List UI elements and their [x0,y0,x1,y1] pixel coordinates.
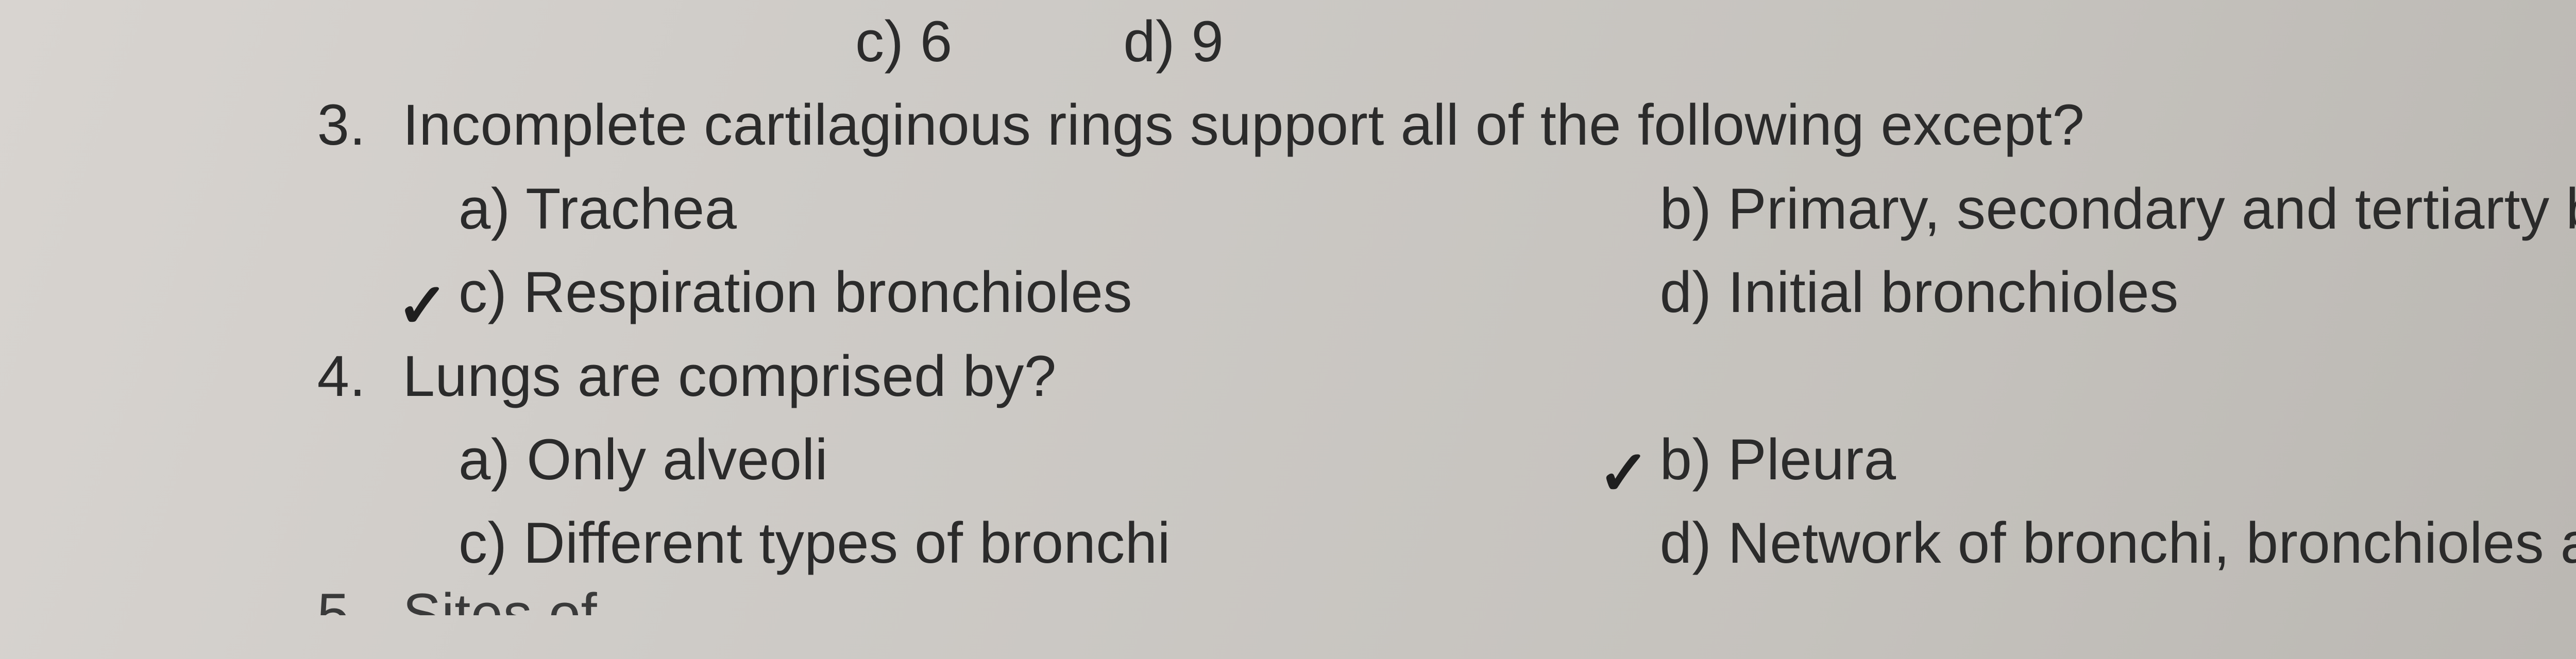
q3-stem-row: 3. Incomplete cartilaginous rings suppor… [278,83,2576,167]
q4-option-d: d) Network of bronchi, bronchioles and a… [1660,501,2576,585]
q4-option-c: c) Different types of bronchi [459,501,1643,585]
q4-option-a: a) Only alveoli [459,418,1643,501]
q3-options-row-2: ✓ c) Respiration bronchioles d) Initial … [278,251,2576,334]
q4-text: Lungs are comprised by? [403,335,1057,418]
q4-options-row-1: a) Only alveoli ✓ b) Pleura [278,418,2576,501]
q5-fragment: Sites of [403,585,598,615]
q3-option-b: b) Primary, secondary and tertiarty bron… [1660,167,2576,251]
q4-option-b-label: b) Pleura [1660,427,1896,492]
q4-options-row-2: c) Different types of bronchi d) Network… [278,501,2576,585]
check-icon: ✓ [397,261,449,351]
q3-number: 3. [278,83,386,167]
prev-option-c: c) 6 [855,0,953,83]
prev-option-d: d) 9 [1123,0,1224,83]
q3-option-d: d) Initial bronchioles [1660,251,2179,334]
q4-stem-row: 4. Lungs are comprised by? [278,335,2576,418]
q3-option-a: a) Trachea [459,167,1643,251]
q3-option-c-label: c) Respiration bronchioles [459,260,1132,324]
q5-partial-row: 5. Sites of [278,585,2576,615]
page-content: c) 6 d) 9 3. Incomplete cartilaginous ri… [278,0,2576,615]
prev-question-options-row: c) 6 d) 9 [278,0,2576,83]
q4-option-b: ✓ b) Pleura [1660,418,1896,501]
q3-option-c: ✓ c) Respiration bronchioles [459,251,1643,334]
q3-text: Incomplete cartilaginous rings support a… [403,83,2085,167]
q4-number: 4. [278,335,386,418]
q5-number: 5. [278,585,386,615]
q3-options-row-1: a) Trachea b) Primary, secondary and ter… [278,167,2576,251]
